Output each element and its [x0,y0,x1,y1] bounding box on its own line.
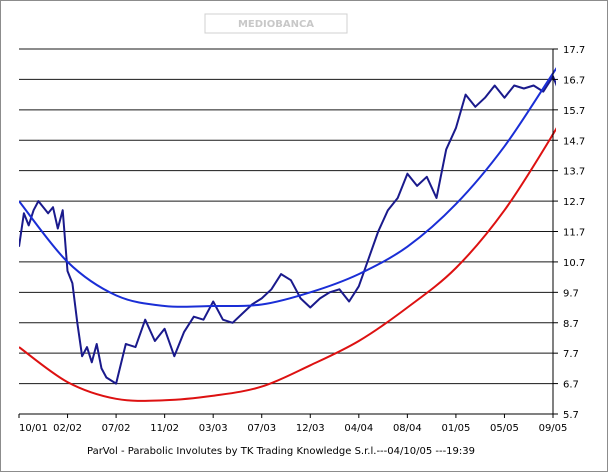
x-tick-label: 04/04 [344,423,373,434]
y-tick-label: 13.7 [563,167,585,178]
x-tick-label: 03/03 [199,423,228,434]
x-tick-label: 08/04 [393,423,422,434]
plot-area [19,67,556,402]
y-tick-label: 17.7 [563,45,585,56]
y-tick-label: 11.7 [563,228,585,239]
grid [19,48,553,415]
x-tick-label: 01/05 [441,423,470,434]
x-tick-label: 05/05 [490,423,519,434]
y-tick-label: 9.7 [563,288,579,299]
y-tick-label: 10.7 [563,258,585,269]
y-axis: 5.7 6.7 7.7 8.7 9.7 10.7 11.7 12.7 13.7 14.7 15.7 1… [552,45,585,421]
x-tick-label: 02/02 [53,423,82,434]
x-tick-label: 10/01 [19,423,48,434]
y-tick-label: 6.7 [563,380,579,391]
chart-title: MEDIOBANCA [238,19,314,30]
chart-title-box: MEDIOBANCA [204,13,348,34]
y-tick-label: 7.7 [563,349,579,360]
x-tick-label: 12/03 [296,423,325,434]
x-tick-label: 11/02 [150,423,179,434]
chart-footer: ParVol - Parabolic Involutes by TK Tradi… [87,446,475,457]
x-tick-label: 07/03 [247,423,276,434]
upper-involute-curve [19,67,556,308]
y-tick-label: 14.7 [563,136,585,147]
y-tick-label: 15.7 [563,106,585,117]
x-tick-label: 09/05 [539,423,568,434]
y-tick-label: 8.7 [563,319,579,330]
y-tick-label: 16.7 [563,75,585,86]
y-tick-label: 12.7 [563,197,585,208]
x-axis: 10/01 02/02 07/02 11/02 03/03 07/03 12/03 04/04… [18,413,568,434]
x-tick-label: 07/02 [102,423,131,434]
lower-involute-curve [19,127,556,402]
y-tick-label: 5.7 [563,410,579,421]
price-series-line [19,75,556,385]
chart-title-box-border [204,13,348,34]
